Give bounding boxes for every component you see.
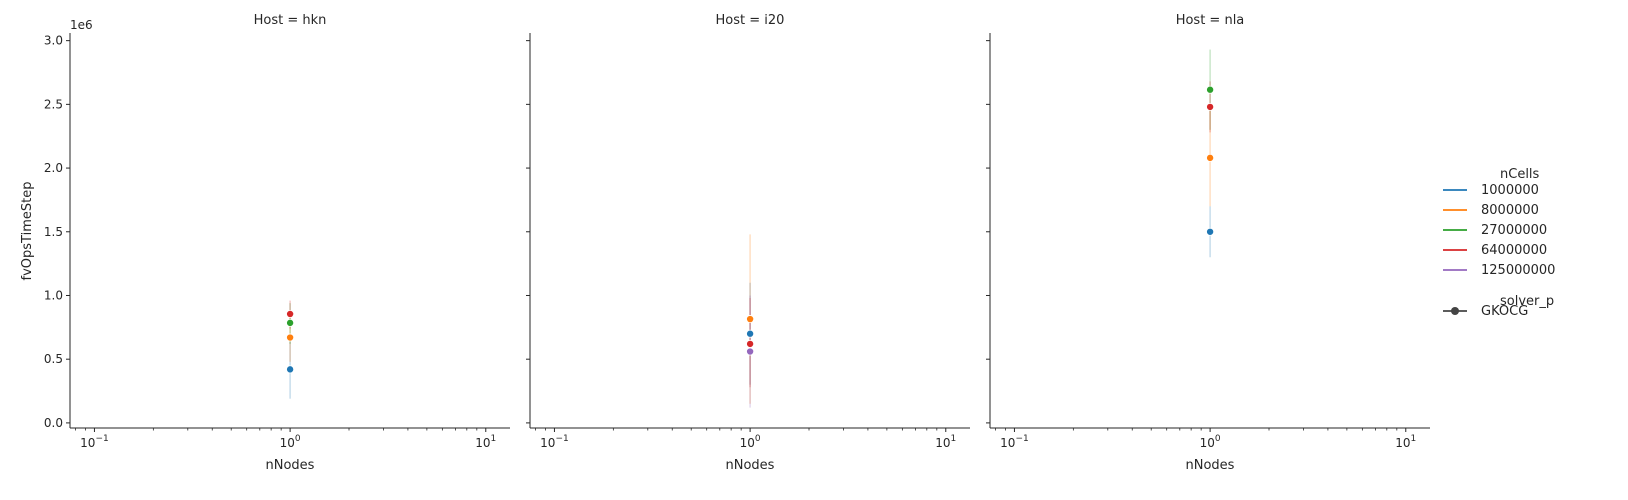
facet-panel: Host = nla 10−1 100 101 nNodes bbox=[986, 13, 1430, 473]
data-point bbox=[286, 309, 295, 318]
y-tick-label: 2.0 bbox=[44, 161, 63, 175]
legend-style-title: solver_p bbox=[1500, 294, 1554, 309]
facet-panel: Host = hkn 0.0 0.5 1.0 1.5 2.0 2.5 3.0 10−1 100 10… bbox=[44, 13, 510, 473]
legend-entry: 64000000 bbox=[1443, 243, 1547, 258]
x-tick-label: 10−1 bbox=[540, 434, 569, 450]
data-point bbox=[746, 347, 755, 356]
legend-marker bbox=[1451, 307, 1459, 315]
data-point bbox=[746, 315, 755, 324]
x-tick-label: 101 bbox=[935, 434, 956, 450]
x-tick-label: 10−1 bbox=[80, 434, 109, 450]
facet-title: Host = i20 bbox=[716, 13, 785, 28]
legend-style-entry: GKOCG bbox=[1443, 304, 1528, 319]
facet-title: Host = nla bbox=[1176, 13, 1245, 28]
data-point bbox=[286, 318, 295, 327]
legend-title: nCells bbox=[1500, 167, 1540, 182]
x-tick-label: 100 bbox=[1200, 434, 1221, 450]
data-point bbox=[746, 339, 755, 348]
facet-panels: Host = hkn 0.0 0.5 1.0 1.5 2.0 2.5 3.0 10−1 100 10… bbox=[44, 13, 1430, 473]
y-tick-label: 1.5 bbox=[44, 225, 63, 239]
legend-label: 27000000 bbox=[1481, 223, 1547, 238]
facet-title: Host = hkn bbox=[254, 13, 327, 28]
facet-panel: Host = i20 10−1 100 101 nNodes bbox=[526, 13, 970, 473]
legend-label: GKOCG bbox=[1481, 304, 1528, 319]
x-tick-label: 100 bbox=[280, 434, 301, 450]
legend-entry: 27000000 bbox=[1443, 223, 1547, 238]
y-tick-label: 0.5 bbox=[44, 352, 63, 366]
x-axis-label: nNodes bbox=[726, 458, 775, 473]
legend-label: 64000000 bbox=[1481, 243, 1547, 258]
legend-entry: 8000000 bbox=[1443, 203, 1539, 218]
data-point bbox=[746, 329, 755, 338]
data-point bbox=[1206, 102, 1215, 111]
legend-label: 8000000 bbox=[1481, 203, 1539, 218]
x-tick-label: 100 bbox=[740, 434, 761, 450]
data-point bbox=[1206, 227, 1215, 236]
y-tick-label: 3.0 bbox=[44, 34, 63, 48]
data-point bbox=[1206, 153, 1215, 162]
data-point bbox=[1206, 85, 1215, 94]
legend-label: 1000000 bbox=[1481, 183, 1539, 198]
legend-label: 125000000 bbox=[1481, 263, 1555, 278]
y-tick-label: 0.0 bbox=[44, 416, 63, 430]
y-axis-label: fvOpsTimeStep bbox=[20, 182, 35, 281]
x-axis-label: nNodes bbox=[266, 458, 315, 473]
data-point bbox=[286, 333, 295, 342]
data-point bbox=[286, 365, 295, 374]
legend-entry: 1000000 bbox=[1443, 183, 1539, 198]
x-tick-label: 101 bbox=[1395, 434, 1416, 450]
x-tick-label: 101 bbox=[475, 434, 496, 450]
legend-entry: 125000000 bbox=[1443, 263, 1555, 278]
legend: nCells 1000000 8000000 27000000 64000000 125… bbox=[1443, 167, 1555, 319]
y-tick-label: 2.5 bbox=[44, 97, 63, 111]
y-tick-label: 1.0 bbox=[44, 288, 63, 302]
x-axis-label: nNodes bbox=[1186, 458, 1235, 473]
y-offset-label: 1e6 bbox=[70, 18, 93, 32]
x-tick-label: 10−1 bbox=[1000, 434, 1029, 450]
